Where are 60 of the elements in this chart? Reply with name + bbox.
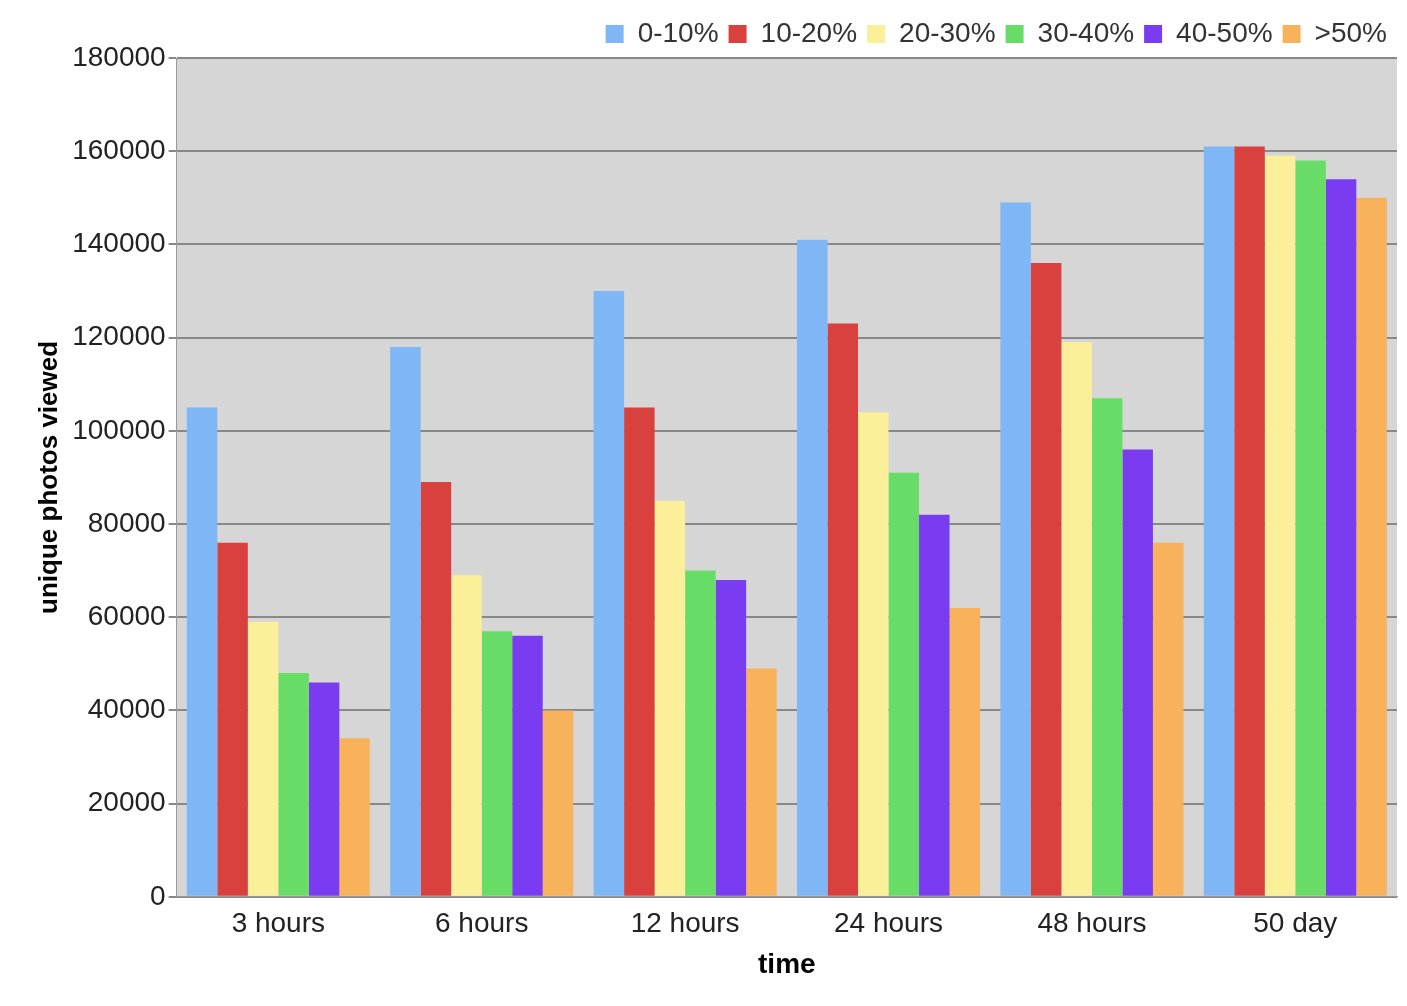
bar bbox=[624, 407, 655, 896]
x-tick-label: 50 day bbox=[1253, 907, 1338, 939]
bar bbox=[339, 738, 370, 896]
legend-label: 30-40% bbox=[1037, 16, 1135, 48]
bar bbox=[746, 668, 777, 896]
bar bbox=[715, 579, 747, 896]
bar bbox=[685, 570, 716, 896]
bar bbox=[654, 500, 686, 896]
x-axis-title: time bbox=[758, 947, 816, 979]
legend-label: 40-50% bbox=[1176, 16, 1273, 48]
x-tick-label: 48 hours bbox=[1037, 907, 1147, 939]
legend-label: >50% bbox=[1314, 16, 1388, 48]
bar bbox=[1325, 179, 1357, 896]
y-tick-label: 80000 bbox=[87, 506, 166, 538]
x-tick-label: 24 hours bbox=[834, 907, 943, 939]
bar bbox=[1152, 542, 1184, 896]
bar bbox=[1030, 263, 1062, 896]
y-tick-label: 40000 bbox=[87, 693, 166, 725]
y-tick-label: 160000 bbox=[72, 133, 166, 165]
legend-label: 20-30% bbox=[899, 16, 996, 48]
y-tick-label: 100000 bbox=[72, 413, 166, 445]
x-tick-label: 12 hours bbox=[630, 907, 740, 939]
x-tick-label: 6 hours bbox=[435, 907, 529, 939]
bar bbox=[593, 291, 625, 896]
bar bbox=[1061, 342, 1092, 896]
bar bbox=[1122, 449, 1153, 896]
bar bbox=[390, 346, 421, 896]
bar bbox=[186, 407, 218, 896]
bar bbox=[278, 673, 309, 896]
bar bbox=[451, 575, 482, 896]
bar bbox=[796, 239, 828, 896]
bar bbox=[247, 621, 279, 896]
bar bbox=[1356, 197, 1387, 896]
bar bbox=[827, 323, 859, 896]
bar bbox=[888, 472, 920, 896]
y-tick-label: 120000 bbox=[72, 320, 166, 352]
legend-label: 0-10% bbox=[637, 16, 719, 48]
y-axis-title: unique photos viewed bbox=[32, 340, 63, 614]
y-tick-label: 20000 bbox=[87, 786, 166, 818]
bar bbox=[1295, 160, 1326, 896]
bar bbox=[1234, 146, 1265, 896]
x-tick-label: 3 hours bbox=[231, 907, 326, 939]
y-tick-label: 180000 bbox=[72, 40, 166, 72]
bar bbox=[542, 710, 574, 896]
y-tick-label: 60000 bbox=[87, 599, 166, 631]
bar bbox=[1264, 155, 1296, 896]
legend-label: 10-20% bbox=[760, 16, 858, 48]
bar bbox=[1203, 146, 1235, 896]
bar bbox=[1000, 202, 1031, 896]
bar bbox=[512, 635, 543, 896]
bar bbox=[481, 631, 513, 896]
y-tick-label: 0 bbox=[150, 879, 166, 911]
bar bbox=[858, 412, 889, 896]
bar bbox=[919, 514, 950, 896]
bar bbox=[1091, 398, 1123, 896]
bar bbox=[308, 682, 340, 896]
bar bbox=[217, 542, 248, 896]
bar bbox=[949, 607, 981, 896]
y-tick-label: 140000 bbox=[72, 227, 166, 259]
bar bbox=[420, 482, 452, 896]
